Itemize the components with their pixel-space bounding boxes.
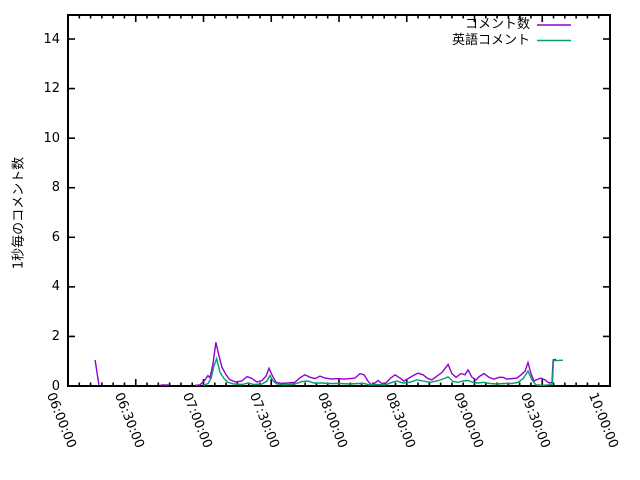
- y-tick-label: 14: [43, 31, 60, 47]
- legend-line-samples: [537, 24, 571, 42]
- plot-border: [67, 14, 611, 387]
- y-tick-label: 2: [51, 328, 60, 344]
- y-tick-label: 10: [43, 130, 60, 146]
- series-lines: [94, 342, 564, 387]
- series-line-0: [194, 342, 557, 387]
- series-line-0: [94, 359, 100, 385]
- series-line-1: [202, 356, 564, 387]
- legend-label-comments: コメント数: [464, 17, 530, 32]
- y-axis-title: 1秒毎のコメント数: [11, 156, 27, 270]
- axis-ticks: [67, 15, 611, 387]
- legend-label-english-comments: 英語コメント: [451, 33, 530, 48]
- y-tick-label: 6: [51, 229, 60, 245]
- y-tick-label: 8: [51, 180, 60, 196]
- y-tick-label: 4: [51, 279, 60, 295]
- y-tick-label: 12: [43, 81, 60, 97]
- y-tick-label: 0: [51, 378, 60, 394]
